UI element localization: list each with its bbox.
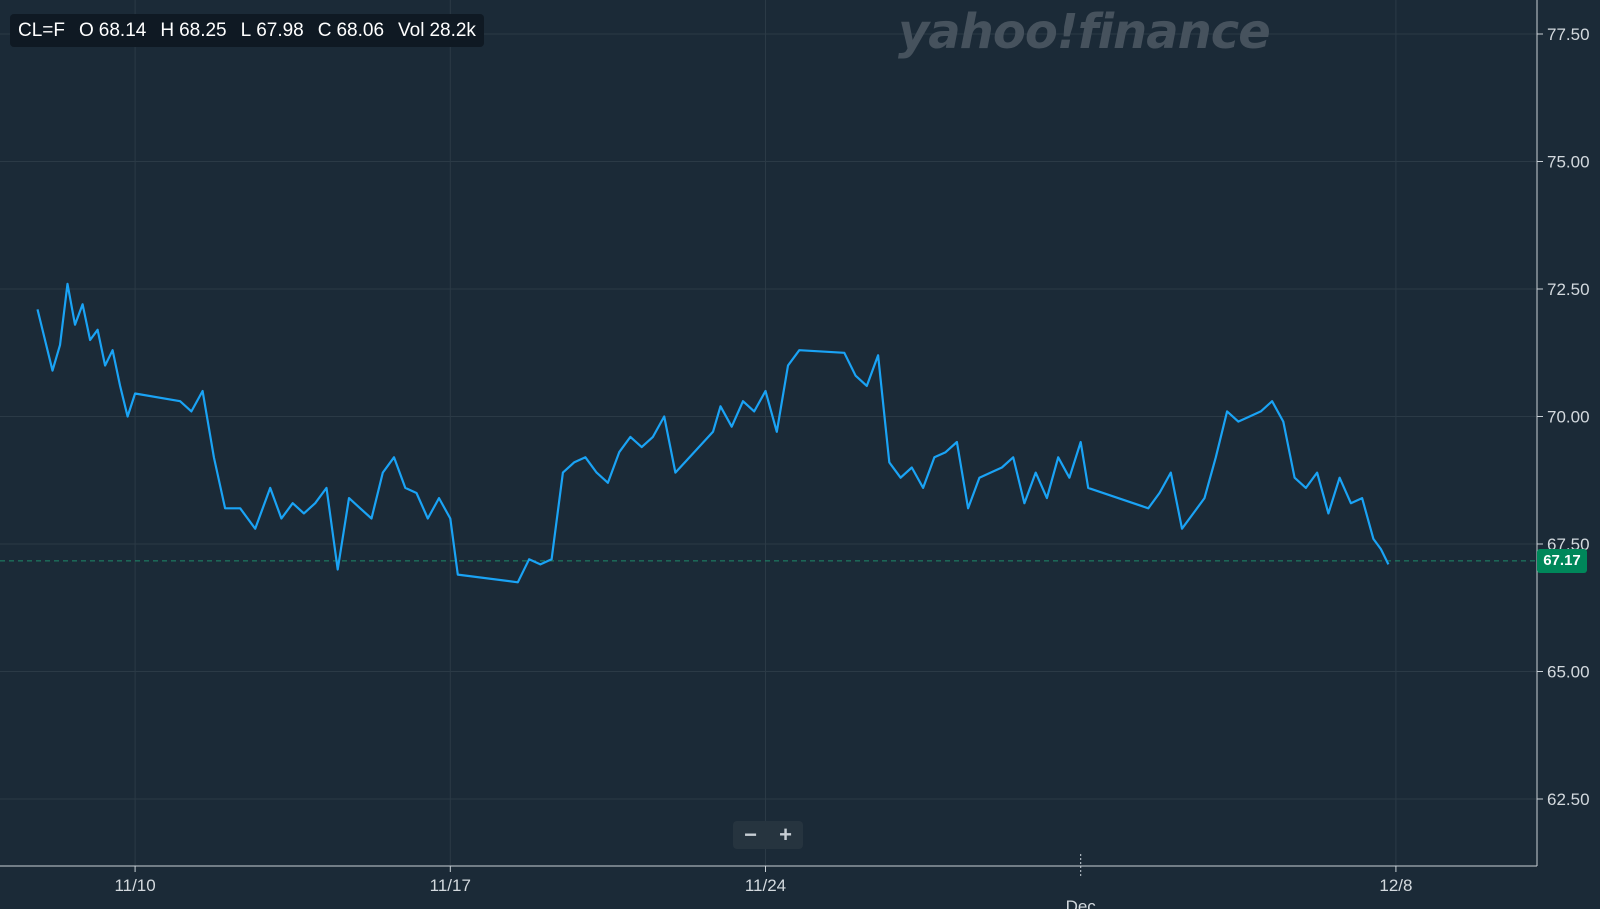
open-label: O [79,19,94,41]
x-tick-label: 12/8 [1379,876,1412,895]
axes [0,0,1543,876]
close-value: 68.06 [336,19,385,41]
symbol-label: CL=F [18,19,65,41]
zoom-controls: − + [733,821,803,849]
volume-label: Vol [398,19,425,41]
volume-value: 28.2k [429,19,476,41]
x-tick-label: 11/17 [430,876,471,895]
high-value: 68.25 [179,19,227,41]
open-stat: O 68.14 [79,20,146,42]
month-label: Dec [1066,897,1097,909]
price-series-line [36,282,1390,584]
zoom-out-button[interactable]: − [744,822,757,847]
low-stat: L 67.98 [241,20,304,42]
y-tick-label: 77.50 [1547,25,1590,44]
low-label: L [240,19,252,41]
high-label: H [160,19,175,41]
y-tick-label: 75.00 [1547,153,1590,172]
close-stat: C 68.06 [318,20,384,42]
grid-lines [0,0,1537,866]
y-tick-label: 65.00 [1547,663,1590,682]
open-value: 68.14 [98,19,147,41]
y-tick-label: 72.50 [1547,280,1590,299]
yahoo-finance-watermark: yahoo!finance [898,4,1271,60]
axis-labels: 62.5065.0067.5070.0072.5075.0077.5011/10… [114,25,1589,909]
y-tick-label: 62.50 [1547,790,1590,809]
x-tick-label: 11/24 [745,876,786,895]
y-tick-label: 70.00 [1547,408,1590,427]
close-label: C [317,19,332,41]
x-tick-label: 11/10 [114,876,155,895]
ohlc-legend: CL=F O 68.14 H 68.25 L 67.98 C 68.06 Vol… [10,14,484,47]
current-price-tag: 67.17 [1537,548,1587,573]
volume-stat: Vol 28.2k [398,20,476,42]
series-layer [36,282,1390,584]
low-value: 67.98 [256,19,304,41]
high-stat: H 68.25 [160,20,226,42]
zoom-in-button[interactable]: + [779,822,792,847]
